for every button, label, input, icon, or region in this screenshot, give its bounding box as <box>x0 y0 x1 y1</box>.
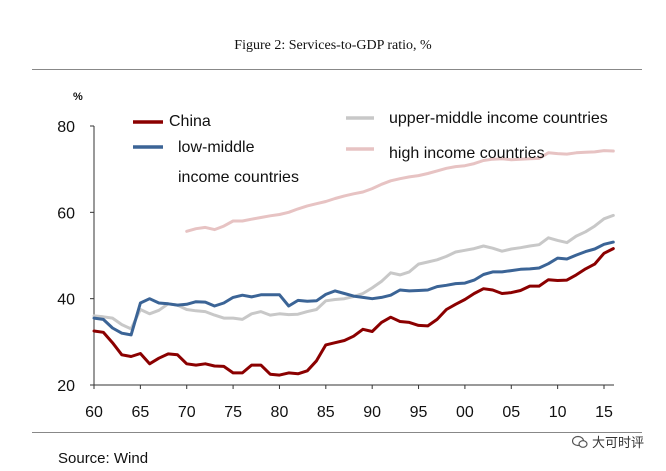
watermark-text: 大可时评 <box>592 436 645 451</box>
x-tick-label: 00 <box>456 404 474 421</box>
watermark: 大可时评 <box>572 432 644 451</box>
series-line-china <box>92 247 615 377</box>
y-tick-label: 60 <box>57 205 75 222</box>
figure-title: Figure 2: Services-to-GDP ratio, % <box>234 38 432 53</box>
legend-label-low-middle-income-countries: low-middle <box>178 139 255 156</box>
x-tick-label: 75 <box>224 404 242 421</box>
x-tick-label: 65 <box>131 404 149 421</box>
legend-label-low-middle-income-countries: income countries <box>178 169 299 186</box>
x-tick-label: 10 <box>549 404 567 421</box>
x-tick-label: 90 <box>363 404 381 421</box>
x-tick-label: 80 <box>271 404 289 421</box>
x-tick-label: 05 <box>502 404 520 421</box>
legend-label-china: China <box>169 113 211 130</box>
legend-label-upper-middle-income-countries: upper-middle income countries <box>389 110 608 127</box>
bottom-rule <box>32 432 642 433</box>
series-line-high-income-countries <box>185 149 615 233</box>
y-tick-label: 40 <box>57 292 75 309</box>
top-rule <box>32 69 642 70</box>
y-tick-label: 20 <box>57 378 75 395</box>
x-tick-label: 85 <box>317 404 335 421</box>
wechat-icon <box>572 435 588 448</box>
x-tick-label: 95 <box>410 404 428 421</box>
y-unit-label: % <box>73 91 83 103</box>
y-tick-label: 80 <box>57 119 75 136</box>
x-tick-label: 70 <box>178 404 196 421</box>
x-tick-label: 60 <box>85 404 103 421</box>
series-line-low-middle-income-countries <box>92 240 615 337</box>
source-note: Source: Wind <box>58 450 149 467</box>
legend-label-high-income-countries: high income countries <box>389 145 545 162</box>
series-line-upper-middle-income-countries <box>92 213 615 331</box>
x-tick-label: 15 <box>595 404 613 421</box>
